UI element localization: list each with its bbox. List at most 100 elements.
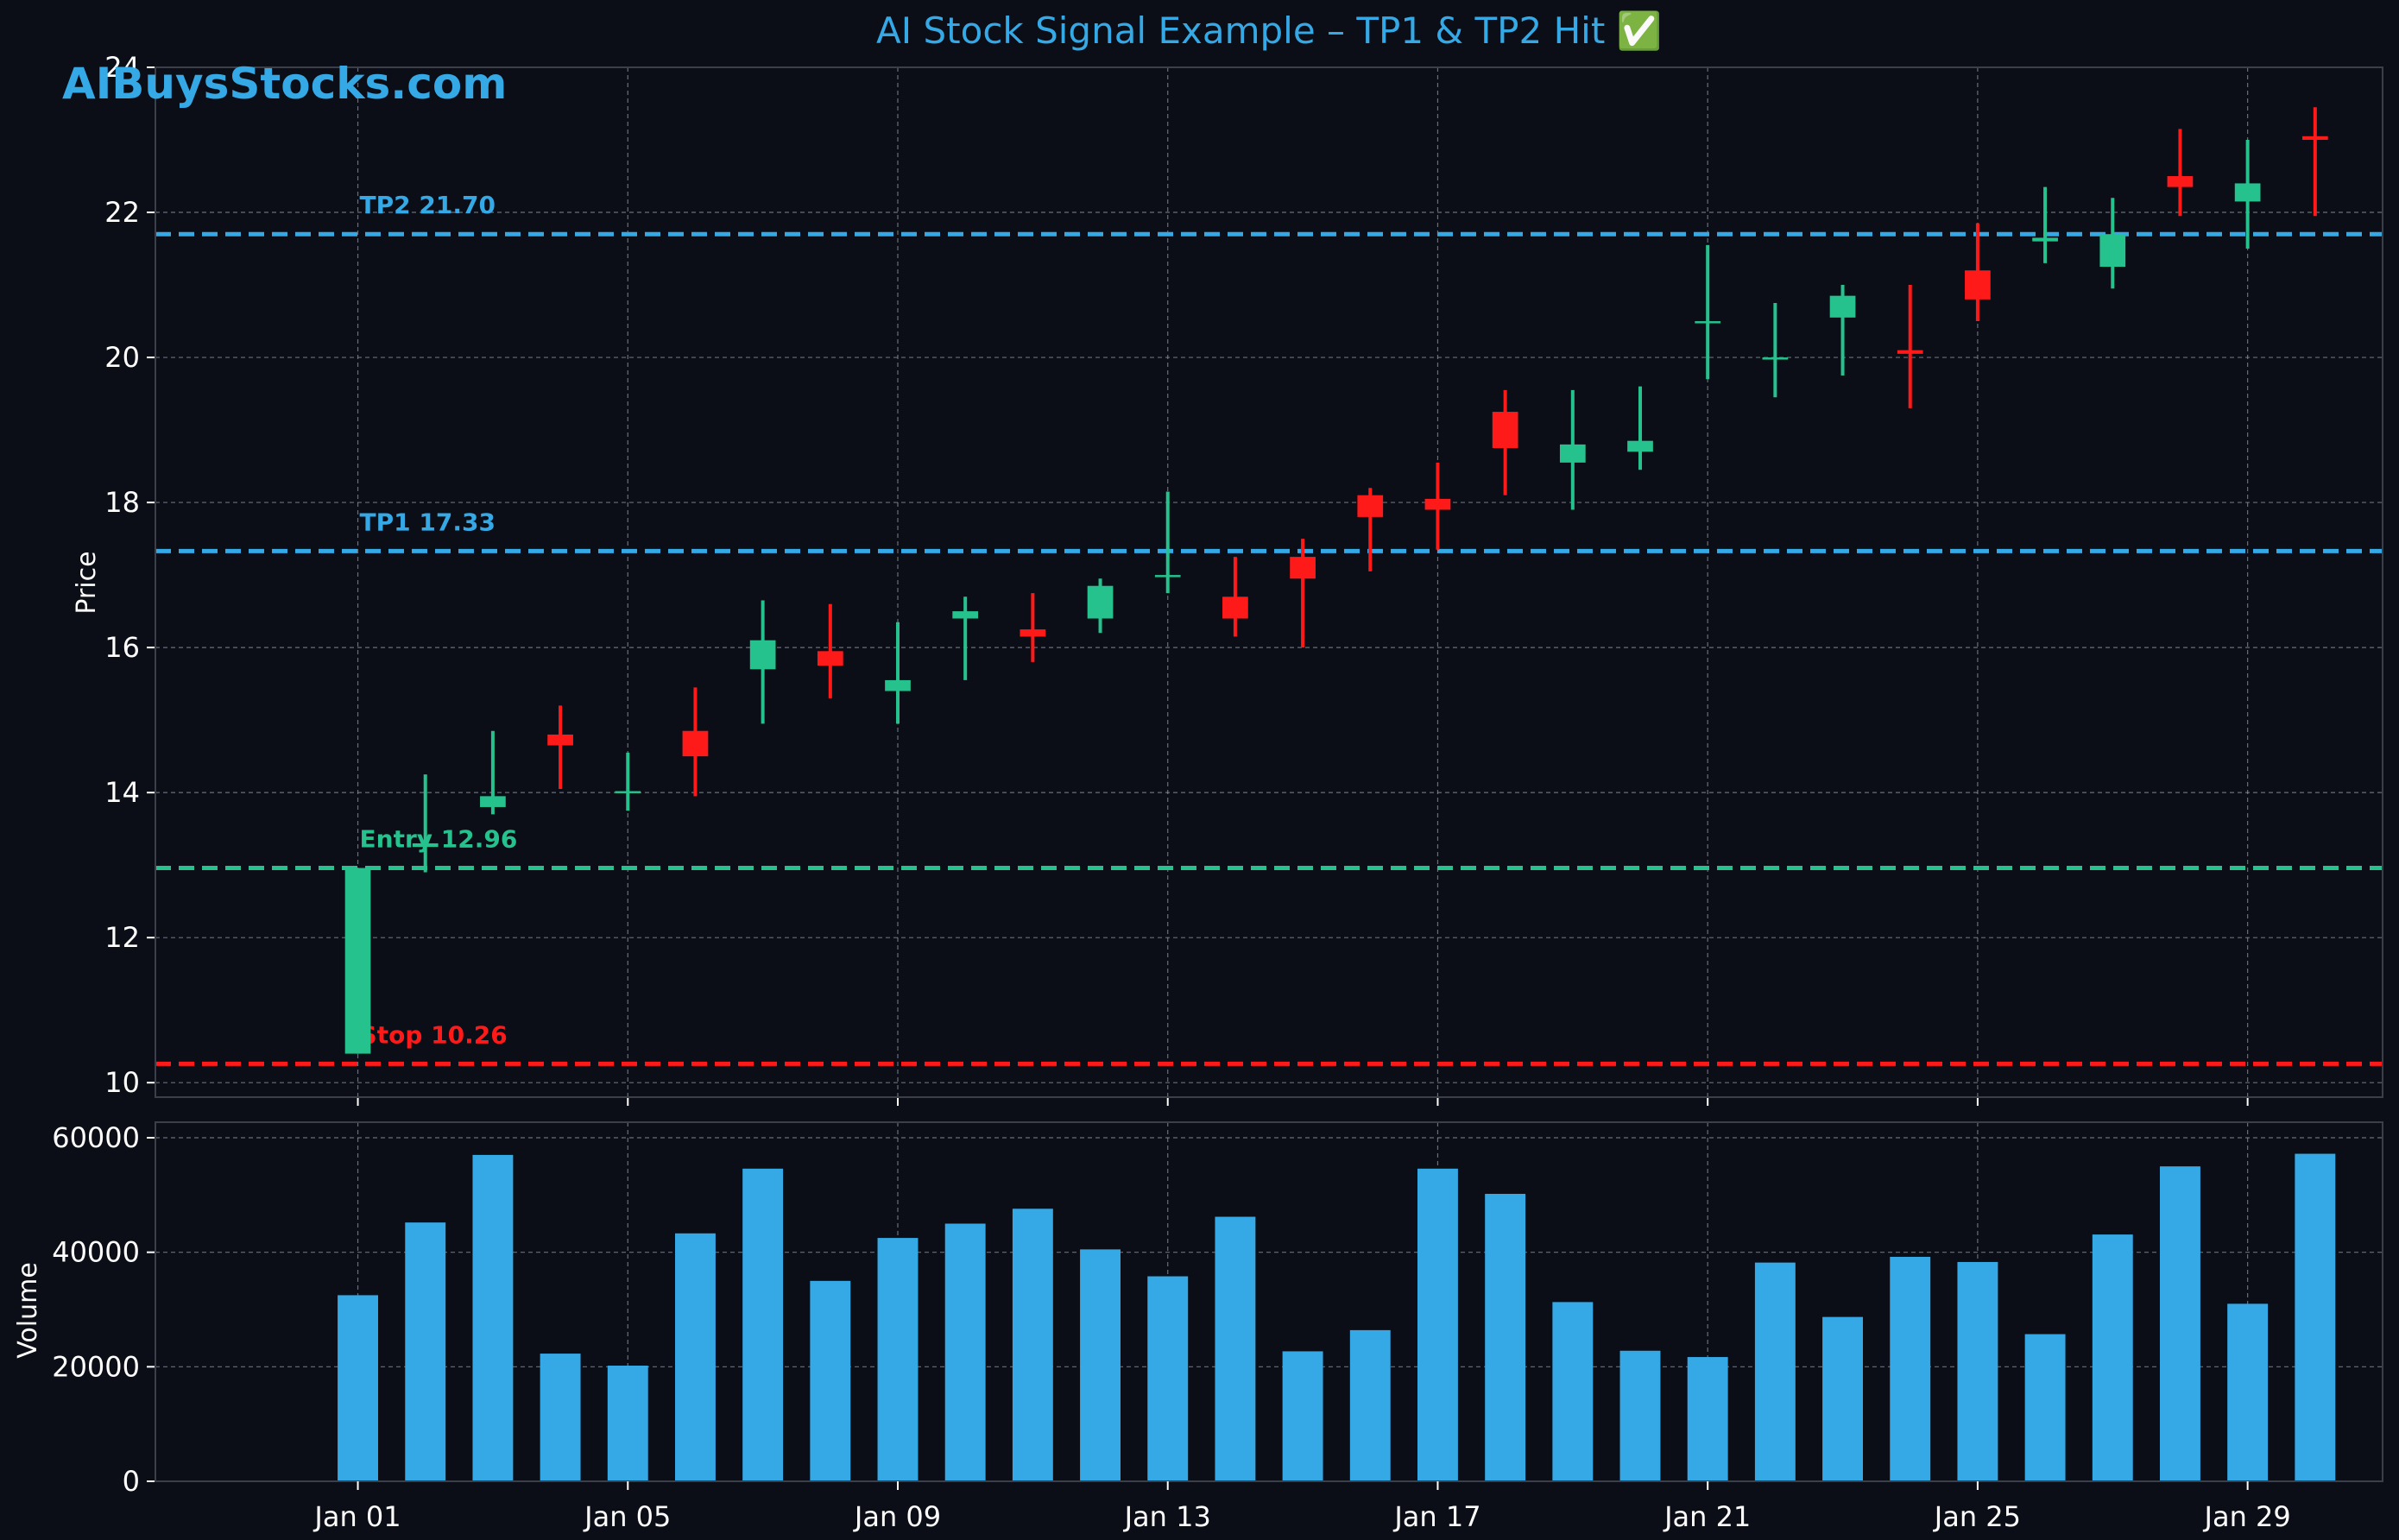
volume-bar [2092,1234,2133,1481]
volume-bar [405,1222,446,1481]
candle-body [1290,557,1316,579]
candle-body [1154,575,1181,578]
volume-bar [877,1238,919,1481]
price-y-tick-label: 16 [104,631,140,664]
candle [2099,198,2126,289]
candle [885,622,911,724]
date-x-tick-labels: Jan 01 Jan 05 Jan 09 Jan 13 Jan 17 Jan 21 Jan … [313,1481,2291,1533]
candle-body [1087,585,1114,619]
volume-bar [1417,1168,1458,1481]
candle [1695,244,1721,380]
volume-bars [338,1153,2336,1481]
candle [547,705,573,789]
candle [1965,223,1991,322]
candle [1020,593,1046,662]
volume-bar [1890,1256,1931,1481]
volume-bar [540,1354,581,1481]
candle-body [2301,136,2328,141]
volume-bar [675,1233,716,1481]
volume-bar [607,1366,648,1481]
volume-bar [338,1295,378,1481]
candle-body [1492,412,1518,449]
volume-bar [2024,1334,2066,1481]
candle [480,730,506,815]
volume-bar [2160,1166,2200,1481]
level-label-target: TP2 21.70 [360,191,496,219]
candle-body [1695,321,1721,324]
candle-body [480,796,506,807]
price-y-tick-label: 18 [104,486,140,519]
candle [1222,557,1248,637]
x-tick-label: Jan 05 [583,1500,671,1533]
x-tick-label: Jan 29 [2203,1500,2291,1533]
candle [2032,186,2058,263]
volume-panel-frame [155,1121,2383,1482]
x-tick-label: Jan 25 [1933,1500,2021,1533]
volume-y-tick-labels: 0 20000 40000 60000 [52,1121,155,1498]
volume-bar [944,1223,986,1481]
candle-body [1897,350,1923,354]
level-label-target: TP1 17.33 [360,508,496,536]
candle [1424,462,1451,550]
volume-y-tick-label: 60000 [52,1121,140,1154]
price-y-tick-labels: 10 12 14 16 18 20 22 24 [104,51,155,1099]
candle-body [547,734,573,746]
candle-body [1020,629,1046,637]
candle-body [1762,357,1789,360]
volume-y-tick-label: 40000 [52,1236,140,1269]
chart-title: AI Stock Signal Example – TP1 & TP2 Hit … [876,9,1662,52]
candle [1357,488,1384,571]
volume-bar [1957,1261,1998,1481]
site-watermark: AIBuysStocks.com [62,59,507,109]
volume-bar [1215,1216,1256,1481]
volume-bar [1552,1302,1594,1481]
volume-bar [1012,1209,1053,1481]
candle [615,752,641,811]
candle-body [1829,295,1856,318]
candle [2167,129,2194,217]
price-y-tick-label: 22 [104,196,140,229]
candle-body [2167,176,2194,187]
candle [749,600,776,724]
candle [1762,303,1789,398]
candle-body [1627,440,1653,452]
candle-body [2234,183,2261,202]
candle-body [885,679,911,691]
volume-bar [2227,1303,2269,1481]
candle-body [682,730,709,757]
candle-body [1357,495,1384,517]
volume-bar [1485,1194,1526,1481]
volume-y-tick-label: 20000 [52,1350,140,1383]
x-tick-label: Jan 13 [1123,1500,1211,1533]
candle [2301,107,2328,217]
candle [817,603,843,698]
volume-bar [2295,1153,2336,1481]
candle-body [749,640,776,670]
candle [1492,389,1518,495]
volume-bar [1349,1329,1391,1481]
price-axis-label: Price [72,551,102,614]
candle [1829,285,1856,376]
candle-body [817,651,843,666]
volume-axis-label: Volume [13,1262,43,1359]
candle [2234,140,2261,249]
candle [952,596,979,680]
candle-body [2099,234,2126,268]
candle [1627,386,1653,470]
candle-body [2032,237,2058,242]
volume-bar [472,1154,514,1481]
level-label-stop: Stop 10.26 [360,1020,508,1049]
candle [412,774,439,873]
price-y-tick-label: 20 [104,341,140,374]
candle [1290,539,1316,648]
candle-body [1559,444,1586,463]
volume-bar [1080,1249,1121,1481]
candle [1559,389,1586,510]
price-y-tick-label: 14 [104,776,140,809]
volume-bar [1619,1350,1661,1481]
volume-bar [742,1168,784,1481]
